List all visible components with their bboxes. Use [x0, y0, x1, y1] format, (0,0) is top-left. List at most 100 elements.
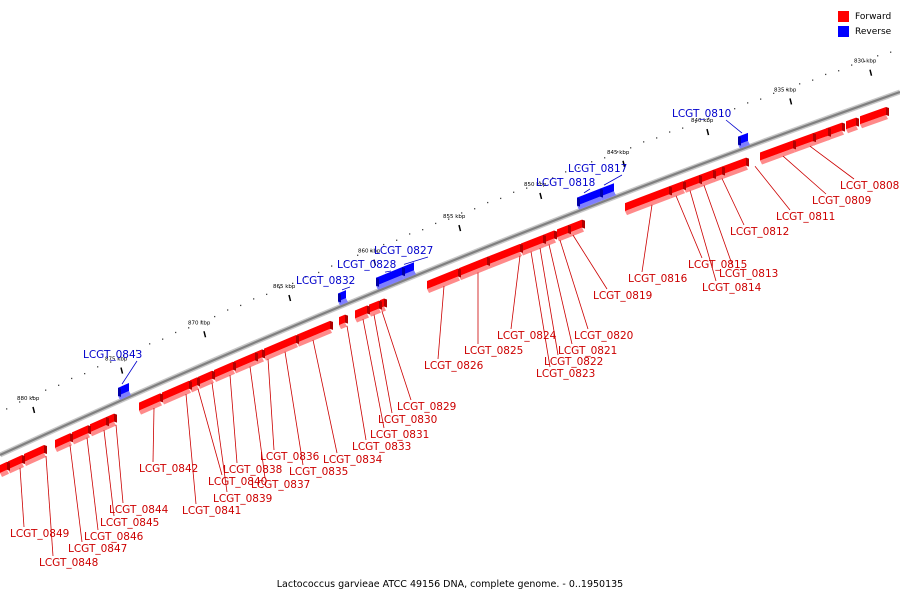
- forward-gene-label[interactable]: LCGT_0845: [100, 517, 159, 529]
- forward-gene-block[interactable]: [568, 219, 585, 238]
- forward-gene-label[interactable]: LCGT_0820: [574, 330, 633, 342]
- forward-gene-label[interactable]: LCGT_0830: [378, 414, 437, 426]
- gene-block-side: [427, 276, 460, 294]
- forward-gene-block[interactable]: [0, 461, 10, 477]
- scale-tick-label: 860 kbp: [358, 249, 381, 255]
- forward-gene-block[interactable]: [684, 175, 702, 193]
- reverse-gene-block[interactable]: [338, 290, 348, 306]
- forward-gene-label[interactable]: LCGT_0835: [289, 466, 348, 478]
- forward-gene-block[interactable]: [487, 243, 523, 269]
- forward-gene-block[interactable]: [214, 361, 236, 382]
- forward-gene-block[interactable]: [793, 133, 816, 153]
- forward-gene-block[interactable]: [162, 380, 192, 405]
- reverse-gene-label[interactable]: LCGT_0843: [83, 349, 142, 361]
- forward-gene-block[interactable]: [760, 140, 796, 165]
- forward-gene-block[interactable]: [557, 225, 571, 242]
- gene-block-end: [886, 106, 889, 116]
- reverse-gene-label[interactable]: LCGT_0827: [374, 245, 433, 257]
- forward-gene-block[interactable]: [722, 157, 749, 179]
- forward-gene-label[interactable]: LCGT_0819: [593, 290, 652, 302]
- gene-block-side: [338, 298, 348, 306]
- forward-gene-label[interactable]: LCGT_0834: [323, 454, 383, 466]
- forward-gene-label[interactable]: LCGT_0823: [536, 368, 595, 380]
- forward-gene-label[interactable]: LCGT_0824: [497, 330, 557, 342]
- gene-block-side: [738, 140, 750, 149]
- forward-gene-label[interactable]: LCGT_0816: [628, 273, 688, 285]
- forward-gene-block[interactable]: [427, 268, 461, 294]
- scale-tick-label: 840 kbp: [691, 118, 714, 124]
- gene-block-side: [90, 425, 108, 437]
- forward-gene-label[interactable]: LCGT_0841: [182, 505, 241, 517]
- forward-gene-block[interactable]: [8, 454, 25, 474]
- forward-gene-block[interactable]: [139, 393, 163, 415]
- gene-block-end: [683, 181, 686, 191]
- forward-gene-label[interactable]: LCGT_0829: [397, 401, 456, 413]
- forward-gene-label[interactable]: LCGT_0839: [213, 493, 272, 505]
- forward-gene-block[interactable]: [339, 314, 348, 330]
- forward-gene-block[interactable]: [264, 335, 299, 361]
- reverse-gene-block[interactable]: [738, 132, 750, 149]
- legend-forward: Forward: [838, 9, 891, 24]
- reverse-gene-label[interactable]: LCGT_0810: [672, 108, 731, 120]
- reverse-gene-label[interactable]: LCGT_0818: [536, 177, 595, 189]
- label-leader-line: [572, 234, 608, 290]
- reverse-gene-label[interactable]: LCGT_0828: [337, 259, 396, 271]
- forward-gene-block[interactable]: [625, 186, 672, 216]
- scale-tick-label: 845 kbp: [607, 150, 630, 156]
- forward-gene-label[interactable]: LCGT_0808: [840, 180, 899, 192]
- forward-gene-label[interactable]: LCGT_0840: [208, 476, 267, 488]
- forward-gene-label[interactable]: LCGT_0809: [812, 195, 871, 207]
- forward-gene-label[interactable]: LCGT_0836: [260, 451, 320, 463]
- forward-gene-label[interactable]: LCGT_0822: [544, 356, 603, 368]
- forward-gene-label[interactable]: LCGT_0833: [352, 441, 411, 453]
- gene-block-end: [233, 361, 236, 371]
- forward-gene-block[interactable]: [521, 234, 546, 256]
- forward-gene-label[interactable]: LCGT_0826: [424, 360, 484, 372]
- forward-gene-block[interactable]: [234, 352, 258, 374]
- forward-gene-block[interactable]: [369, 300, 382, 317]
- forward-gene-label[interactable]: LCGT_0831: [370, 429, 429, 441]
- scale-dot: [552, 177, 554, 179]
- forward-gene-block[interactable]: [699, 169, 716, 188]
- forward-gene-label[interactable]: LCGT_0846: [84, 531, 144, 543]
- scale-dot: [513, 191, 515, 193]
- forward-gene-block[interactable]: [72, 425, 91, 445]
- forward-gene-label[interactable]: LCGT_0815: [688, 259, 747, 271]
- forward-gene-label[interactable]: LCGT_0838: [223, 464, 282, 476]
- forward-gene-block[interactable]: [55, 433, 73, 453]
- forward-gene-label[interactable]: LCGT_0813: [719, 268, 778, 280]
- forward-gene-label[interactable]: LCGT_0847: [68, 543, 127, 555]
- label-leader-line: [312, 339, 338, 454]
- scale-dot: [812, 79, 814, 81]
- forward-gene-label[interactable]: LCGT_0811: [776, 211, 835, 223]
- forward-gene-label[interactable]: LCGT_0814: [702, 282, 762, 294]
- forward-gene-block[interactable]: [669, 181, 686, 199]
- forward-gene-block[interactable]: [355, 305, 370, 323]
- forward-gene-label[interactable]: LCGT_0849: [10, 528, 69, 540]
- forward-gene-label[interactable]: LCGT_0821: [558, 345, 617, 357]
- forward-gene-block[interactable]: [90, 417, 109, 437]
- reverse-gene-block[interactable]: [402, 262, 416, 280]
- forward-gene-label[interactable]: LCGT_0848: [39, 557, 98, 569]
- reverse-gene-block[interactable]: [118, 382, 131, 400]
- forward-gene-block[interactable]: [860, 106, 889, 129]
- gene-block-side: [760, 148, 795, 165]
- forward-gene-label[interactable]: LCGT_0825: [464, 345, 523, 357]
- scale-dot: [357, 254, 359, 256]
- forward-gene-block[interactable]: [459, 256, 490, 281]
- forward-gene-block[interactable]: [198, 370, 215, 389]
- reverse-gene-block[interactable]: [577, 188, 602, 210]
- forward-gene-label[interactable]: LCGT_0842: [139, 463, 198, 475]
- gene-block-end: [577, 197, 580, 207]
- forward-gene-label[interactable]: LCGT_0812: [730, 226, 789, 238]
- reverse-gene-block[interactable]: [600, 183, 616, 201]
- reverse-gene-label[interactable]: LCGT_0817: [568, 163, 627, 175]
- gene-block-end: [402, 267, 405, 277]
- reverse-gene-block[interactable]: [376, 267, 404, 290]
- forward-gene-block[interactable]: [846, 117, 859, 134]
- forward-gene-label[interactable]: LCGT_0844: [109, 504, 169, 516]
- forward-gene-block[interactable]: [24, 444, 47, 467]
- forward-gene-label[interactable]: LCGT_0837: [251, 479, 310, 491]
- forward-gene-block[interactable]: [297, 320, 333, 347]
- reverse-gene-label[interactable]: LCGT_0832: [296, 275, 355, 287]
